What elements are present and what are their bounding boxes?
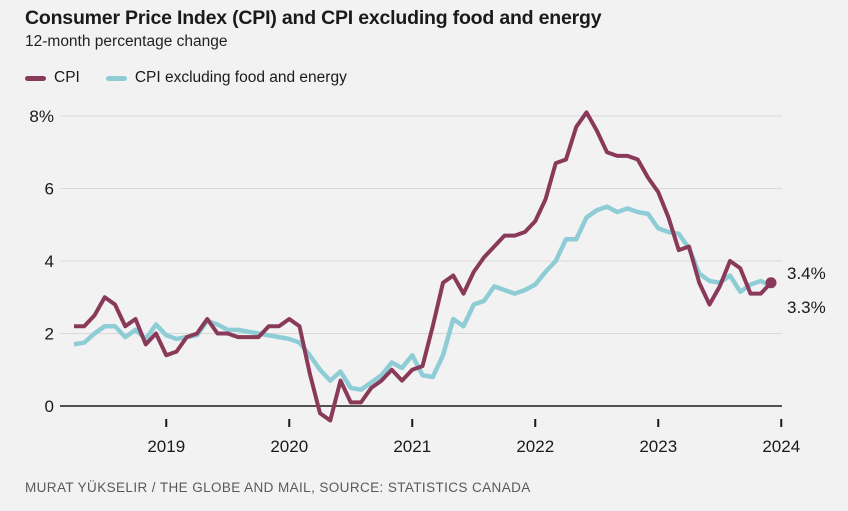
chart-subtitle: 12-month percentage change xyxy=(25,33,228,50)
core-line-swatch xyxy=(105,75,127,81)
y-axis-tick-label: 0 xyxy=(45,397,54,416)
core-end-value: 3.3% xyxy=(787,298,826,317)
x-axis-tick-label: 2024 xyxy=(762,437,800,456)
legend-item-core: CPI excluding food and energy xyxy=(105,69,347,87)
legend-item-cpi: CPI xyxy=(25,69,80,87)
x-axis-tick-label: 2022 xyxy=(516,437,554,456)
legend-label-cpi: CPI xyxy=(54,69,80,86)
x-axis-tick-label: 2021 xyxy=(393,437,431,456)
x-axis-tick-label: 2023 xyxy=(639,437,677,456)
cpi-line xyxy=(74,110,773,423)
y-axis-tick-label: 6 xyxy=(45,180,54,199)
cpi-line-swatch xyxy=(25,75,46,81)
chart-title: Consumer Price Index (CPI) and CPI exclu… xyxy=(25,7,602,29)
y-axis-tick-label: 4 xyxy=(45,252,54,271)
x-axis-tick-label: 2019 xyxy=(147,437,185,456)
legend-label-core: CPI excluding food and energy xyxy=(134,69,347,86)
cpi-end-dot xyxy=(765,277,777,289)
y-axis-tick-label: 2 xyxy=(45,325,54,344)
chart-legend: CPI CPI excluding food and energy xyxy=(25,69,347,87)
credit-line: MURAT YÜKSELIR / THE GLOBE AND MAIL, SOU… xyxy=(25,480,531,495)
x-axis-tick-label: 2020 xyxy=(270,437,308,456)
cpi-end-value: 3.4% xyxy=(787,264,826,283)
y-axis-tick-label: 8% xyxy=(29,107,54,126)
